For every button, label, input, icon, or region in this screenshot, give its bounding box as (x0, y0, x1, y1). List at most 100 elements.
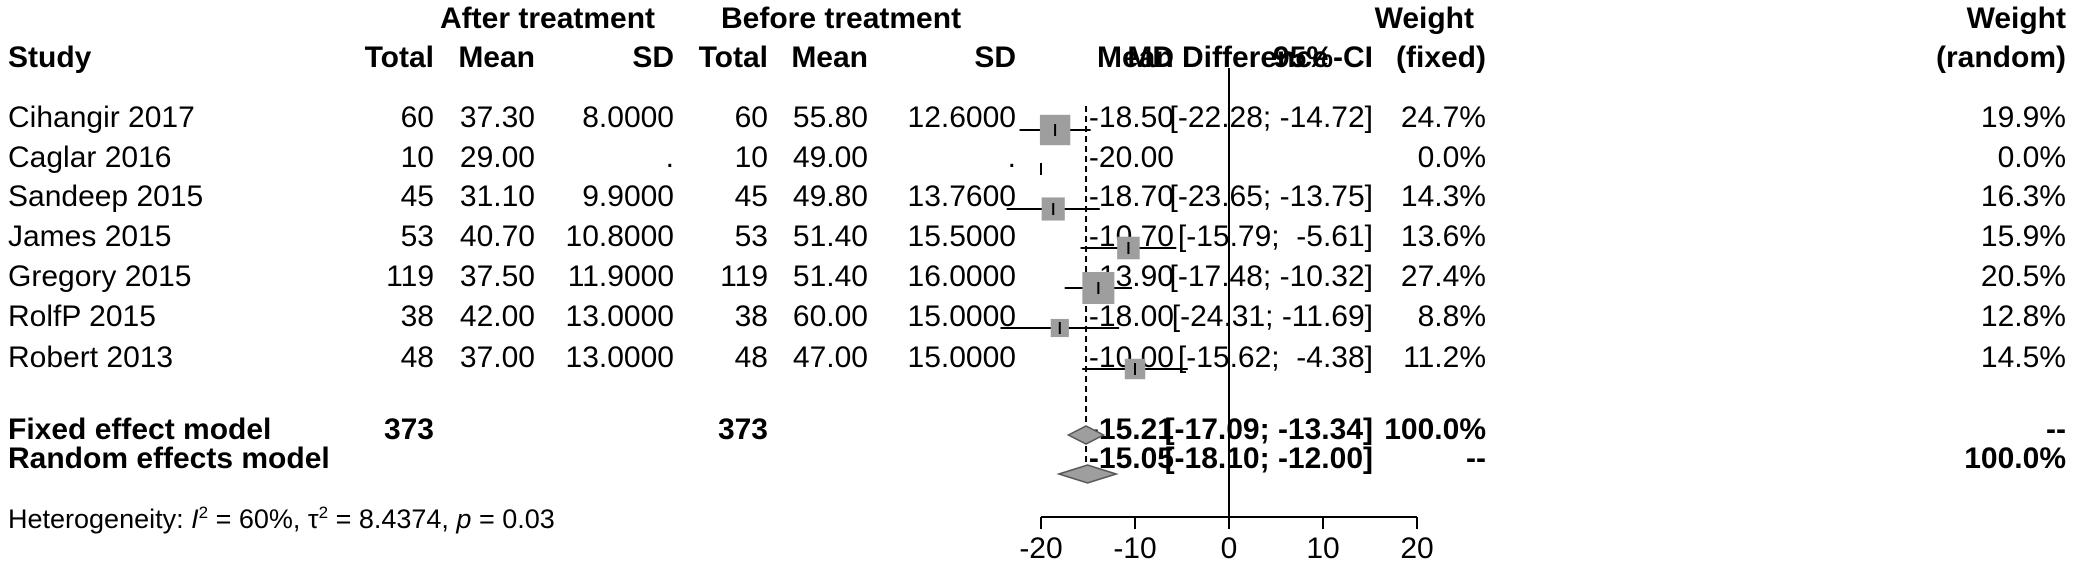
weight-fixed: 11.2% (1403, 341, 1486, 374)
x-tick-label: -10 (1113, 532, 1156, 565)
mean-before: 47.00 (792, 341, 868, 374)
weight-random: 15.9% (1980, 220, 2066, 253)
weight-fixed: 13.6% (1400, 220, 1486, 253)
header-weight-random-1: Weight (1966, 2, 2066, 35)
total-after: 45 (400, 180, 434, 213)
summary-total-before: 373 (717, 413, 768, 446)
random-effects-diamond (1056, 464, 1119, 484)
total-after: 119 (386, 260, 434, 293)
ci-value: [-24.31; -11.69] (1171, 300, 1373, 333)
header-weight-fixed-2: (fixed) (1396, 41, 1486, 74)
summary-md: -15.21 (1088, 413, 1174, 446)
weight-random: 0.0% (1997, 141, 2066, 174)
sd-before: 13.7600 (907, 180, 1016, 213)
header-mean-difference: Mean Difference (1097, 41, 1329, 74)
total-after: 48 (400, 341, 434, 374)
weight-fixed: 0.0% (1417, 141, 1486, 174)
header-total-before: Total (698, 41, 768, 74)
total-before: 38 (734, 300, 768, 333)
summary-weight-random: -- (2046, 413, 2066, 446)
ci-value: [-22.28; -14.72] (1169, 101, 1373, 134)
mean-after: 40.70 (459, 220, 535, 253)
sd-before: 15.0000 (907, 341, 1016, 374)
header-md: MD (1127, 41, 1174, 74)
total-before: 60 (734, 101, 768, 134)
summary-ci: [-17.09; -13.34] (1164, 413, 1373, 446)
mean-after: 37.00 (459, 341, 535, 374)
total-before: 119 (720, 260, 768, 293)
sd-after: 10.8000 (565, 220, 674, 253)
total-before: 53 (734, 220, 768, 253)
header-sd-before: SD (974, 41, 1016, 74)
header-total-after: Total (364, 41, 434, 74)
total-after: 38 (400, 300, 434, 333)
header-mean-after: Mean (458, 41, 535, 74)
x-tick-label: 20 (1400, 532, 1433, 565)
header-study: Study (8, 41, 92, 74)
x-tick-label: 10 (1306, 532, 1339, 565)
total-before: 45 (734, 180, 768, 213)
fixed-effect-diamond (1066, 425, 1106, 445)
header-weight-fixed-1: Weight (1374, 2, 1474, 35)
summary-label: Fixed effect model (8, 413, 272, 446)
header-mean-before: Mean (791, 41, 868, 74)
mean-after: 29.00 (459, 141, 535, 174)
sd-after: 13.0000 (565, 341, 674, 374)
sd-before: . (1007, 141, 1016, 174)
header-ci: 95%-CI (1272, 41, 1373, 74)
header-weight-random-2: (random) (1936, 41, 2066, 74)
summary-total-after: 373 (383, 413, 434, 446)
heterogeneity-text: Heterogeneity: I2 = 60%, τ2 = 8.4374, p … (8, 503, 555, 534)
weight-fixed: 14.3% (1400, 180, 1486, 213)
study-name: Cihangir 2017 (8, 101, 195, 134)
summary-weight-random: 100.0% (1964, 442, 2066, 475)
weight-fixed: 8.8% (1417, 300, 1486, 333)
x-tick-label: -20 (1019, 532, 1062, 565)
sd-after: 8.0000 (582, 101, 674, 134)
sd-before: 16.0000 (907, 260, 1016, 293)
weight-fixed: 27.4% (1400, 260, 1486, 293)
md-value: -20.00 (1088, 141, 1174, 174)
study-name: Gregory 2015 (8, 260, 192, 293)
md-value: -18.50 (1088, 101, 1174, 134)
mean-before: 51.40 (792, 220, 868, 253)
total-before: 48 (734, 341, 768, 374)
header-sd-after: SD (632, 41, 674, 74)
sd-after: . (665, 141, 674, 174)
weight-random: 12.8% (1980, 300, 2066, 333)
summary-ci: [-18.10; -12.00] (1164, 442, 1373, 475)
weight-random: 16.3% (1980, 180, 2066, 213)
total-after: 53 (400, 220, 434, 253)
study-name: Sandeep 2015 (8, 180, 204, 213)
weight-random: 14.5% (1980, 341, 2066, 374)
group-header-before: Before treatment (721, 2, 962, 35)
summary-md: -15.05 (1088, 442, 1174, 475)
total-before: 10 (734, 141, 768, 174)
total-after: 10 (400, 141, 434, 174)
mean-before: 51.40 (792, 260, 868, 293)
sd-before: 12.6000 (907, 101, 1016, 134)
summary-weight-fixed: -- (1466, 442, 1486, 475)
sd-after: 11.9000 (567, 260, 674, 293)
x-tick-label: 0 (1221, 532, 1238, 565)
sd-after: 13.0000 (565, 300, 674, 333)
study-name: Caglar 2016 (8, 141, 172, 174)
summary-label: Random effects model (8, 442, 330, 475)
group-header-after: After treatment (440, 2, 656, 35)
study-name: Robert 2013 (8, 341, 174, 374)
total-after: 60 (400, 101, 434, 134)
study-name: James 2015 (8, 220, 172, 253)
ci-value: [-23.65; -13.75] (1169, 180, 1373, 213)
study-name: RolfP 2015 (8, 300, 156, 333)
mean-after: 37.30 (459, 101, 535, 134)
md-value: -18.00 (1088, 300, 1174, 333)
mean-after: 37.50 (459, 260, 535, 293)
mean-before: 55.80 (792, 101, 868, 134)
mean-before: 49.80 (792, 180, 868, 213)
mean-after: 42.00 (459, 300, 535, 333)
sd-before: 15.5000 (907, 220, 1016, 253)
sd-after: 9.9000 (582, 180, 674, 213)
summary-weight-fixed: 100.0% (1384, 413, 1486, 446)
mean-before: 60.00 (792, 300, 868, 333)
